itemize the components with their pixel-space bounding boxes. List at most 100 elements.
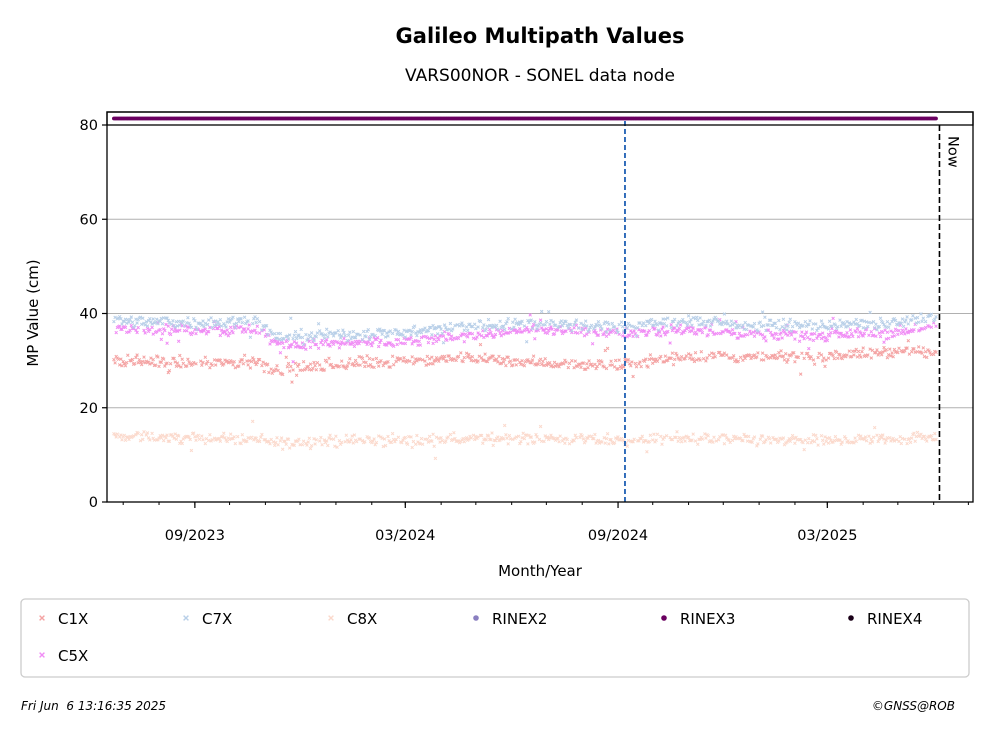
- data-point: [386, 434, 390, 439]
- data-point: [352, 344, 357, 349]
- data-point: [166, 318, 171, 323]
- legend-item-c8x: C8X: [328, 610, 377, 628]
- data-point: [676, 439, 680, 443]
- data-point: [227, 437, 232, 442]
- data-point: [212, 323, 217, 328]
- data-point: [585, 324, 589, 328]
- data-point: [462, 355, 467, 360]
- data-point: [460, 321, 464, 325]
- data-point: [180, 357, 184, 361]
- data-point: [704, 359, 708, 363]
- data-point: [778, 354, 782, 358]
- data-point: [675, 324, 679, 328]
- data-point: [720, 322, 724, 327]
- data-point: [594, 441, 598, 445]
- data-point: [232, 322, 236, 327]
- data-point: [714, 439, 719, 443]
- data-point: [419, 436, 424, 441]
- data-point: [817, 351, 821, 356]
- data-point: [881, 350, 885, 354]
- data-point: [250, 419, 255, 424]
- data-point: [119, 317, 123, 321]
- legend-item-c5x: C5X: [39, 647, 88, 665]
- data-point: [311, 336, 315, 341]
- data-point: [353, 335, 358, 340]
- data-point: [365, 342, 369, 347]
- data-point: [462, 328, 467, 332]
- data-point: [432, 444, 436, 449]
- data-point: [191, 316, 196, 321]
- data-point: [403, 435, 408, 440]
- data-point: [907, 436, 912, 441]
- data-point: [485, 334, 490, 338]
- data-point: [724, 319, 729, 323]
- data-point: [371, 340, 375, 345]
- data-point: [670, 351, 675, 355]
- data-point: [231, 331, 235, 335]
- data-point: [903, 437, 907, 442]
- data-point: [866, 353, 870, 357]
- data-point: [379, 358, 383, 363]
- data-point: [240, 358, 245, 362]
- data-point: [626, 358, 631, 362]
- data-point: [476, 435, 480, 439]
- data-point: [112, 357, 116, 362]
- data-point: [709, 351, 714, 355]
- data-point: [882, 340, 886, 344]
- data-point: [570, 328, 574, 333]
- data-point: [589, 434, 594, 439]
- data-point: [346, 361, 351, 365]
- data-point: [423, 359, 427, 363]
- data-point: [659, 334, 663, 338]
- data-point: [181, 319, 186, 323]
- data-point: [427, 434, 432, 439]
- data-point: [864, 320, 869, 324]
- data-point: [914, 321, 919, 325]
- data-point: [868, 441, 872, 445]
- data-point: [433, 456, 438, 461]
- data-point: [446, 435, 450, 439]
- data-point: [286, 346, 291, 350]
- data-point: [561, 437, 566, 441]
- data-point: [781, 354, 786, 358]
- data-point: [418, 343, 423, 347]
- data-point: [491, 443, 495, 448]
- data-point: [794, 435, 798, 440]
- data-point: [372, 437, 376, 441]
- data-point: [410, 355, 414, 359]
- data-point: [208, 432, 212, 437]
- data-point: [884, 438, 889, 442]
- data-point: [350, 434, 354, 438]
- data-point: [678, 358, 683, 362]
- data-point: [411, 339, 416, 344]
- data-point: [120, 438, 124, 442]
- data-point: [415, 333, 419, 338]
- data-point: [897, 346, 901, 350]
- data-point: [194, 325, 198, 329]
- data-point: [911, 313, 915, 318]
- data-point: [797, 325, 802, 330]
- data-point: [309, 444, 314, 448]
- data-point: [526, 327, 530, 332]
- data-point: [134, 328, 138, 332]
- data-point: [366, 327, 371, 332]
- data-point: [448, 432, 453, 437]
- data-point: [856, 433, 861, 437]
- data-point: [485, 324, 490, 329]
- data-point: [149, 356, 153, 360]
- data-point: [845, 353, 849, 357]
- data-point: [746, 434, 751, 439]
- data-point: [615, 328, 619, 333]
- data-point: [679, 331, 684, 336]
- data-point: [481, 358, 485, 362]
- data-point: [546, 310, 551, 314]
- data-point: [792, 330, 796, 334]
- data-point: [250, 321, 255, 326]
- y-tick-label: 80: [80, 118, 98, 134]
- data-point: [891, 354, 895, 359]
- data-point: [786, 333, 790, 338]
- data-point: [299, 327, 303, 332]
- data-point: [308, 345, 313, 350]
- data-point: [913, 439, 917, 443]
- data-point: [220, 434, 225, 439]
